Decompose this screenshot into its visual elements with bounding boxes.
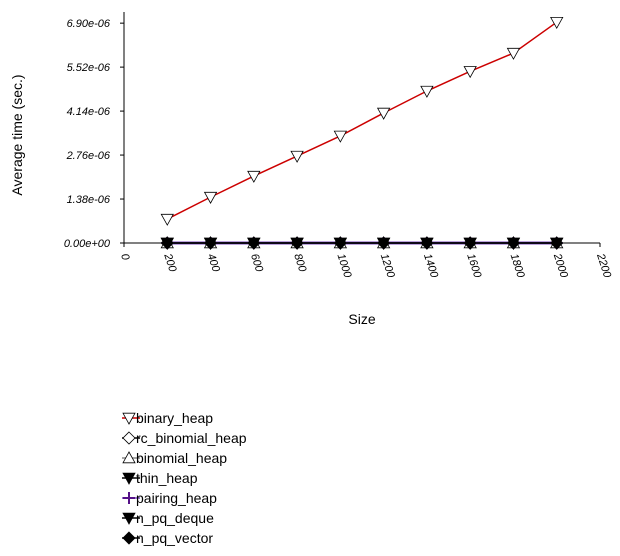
x-tick-label: 1000 [335,252,354,280]
marker [122,472,136,485]
marker [122,412,136,425]
x-tick-label: 800 [291,252,308,274]
marker [377,236,391,250]
marker [550,16,564,30]
legend-label: pairing_heap [136,490,217,506]
marker [376,107,391,120]
x-tick-label: 2200 [594,251,614,280]
x-tick-label: 1800 [508,252,527,280]
legend-label: thin_heap [136,470,198,486]
legend-label: binary_heap [136,410,213,426]
marker [463,66,477,79]
y-tick-label: 4.14e-06 [67,106,111,118]
marker [420,85,434,98]
x-tick-label: 400 [205,252,222,274]
x-tick-label: 1400 [421,252,440,280]
marker [160,213,174,226]
marker [463,236,477,250]
y-tick-label: 5.52e-06 [67,62,111,74]
marker [122,531,136,545]
marker [506,47,521,60]
legend-entry: binary_heap [122,410,213,426]
legend-label: rc_binomial_heap [136,430,247,446]
legend-entry: binomial_heap [122,450,227,466]
legend-entry: n_pq_deque [122,510,214,526]
legend-label: binomial_heap [136,450,227,466]
legend-entry: rc_binomial_heap [122,430,247,446]
x-tick-label: 200 [161,251,179,274]
legend-entry: pairing_heap [122,490,217,506]
marker [506,236,521,250]
y-tick-label: 1.38e-06 [67,194,111,206]
marker [420,236,434,250]
y-tick-label: 6.90e-06 [67,18,111,30]
x-tick-label: 600 [248,252,265,274]
marker [333,236,347,250]
legend-entry: n_pq_vector [122,530,213,546]
y-tick-label: 2.76e-06 [66,150,111,162]
series-line [166,21,558,220]
marker [123,492,135,504]
marker [290,236,304,250]
x-tick-label: 0 [118,252,132,262]
marker [122,451,136,464]
marker [160,236,174,250]
marker [203,191,218,204]
y-axis-label: Average time (sec.) [9,74,25,195]
legend-label: n_pq_vector [136,530,213,546]
marker [247,236,261,250]
marker [290,150,304,163]
marker [333,130,348,143]
x-tick-label: 1200 [378,252,397,280]
marker [550,236,564,250]
marker [203,236,218,250]
marker [122,431,136,445]
x-tick-label: 1600 [464,252,483,280]
y-tick-label: 0.00e+00 [64,238,111,250]
marker [122,512,136,525]
x-tick-label: 2000 [551,251,571,280]
legend-label: n_pq_deque [136,510,214,526]
x-axis-label: Size [348,311,375,327]
marker [247,170,261,183]
legend-entry: thin_heap [122,470,198,486]
